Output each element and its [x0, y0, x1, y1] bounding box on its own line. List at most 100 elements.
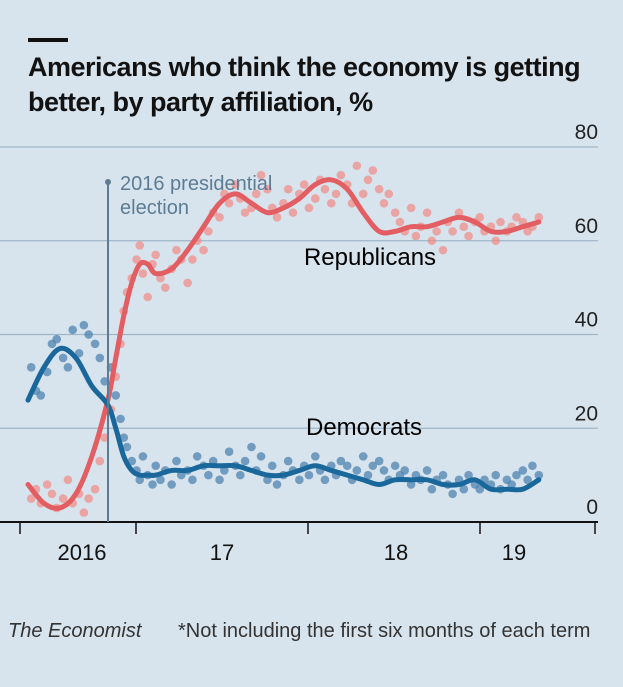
democrats-poll-point [518, 466, 528, 475]
democrats-poll-point [138, 452, 148, 461]
democrats-poll-point [111, 391, 121, 400]
republicans-poll-point [368, 166, 378, 175]
democrats-poll-point [79, 320, 89, 330]
republicans-poll-point [491, 236, 501, 246]
republicans-poll-point [363, 175, 373, 185]
republicans-poll-dots [26, 161, 544, 517]
republicans-poll-point [299, 180, 309, 189]
republicans-poll-point [379, 198, 389, 208]
democrats-poll-point [192, 452, 202, 461]
x-tick-label-2016: 2016 [58, 540, 107, 565]
y-tick-label-20: 20 [575, 402, 598, 425]
democrats-poll-point [512, 470, 521, 480]
republicans-poll-point [183, 278, 192, 288]
democrats-poll-point [224, 447, 234, 456]
republicans-poll-point [79, 508, 89, 517]
x-tick-label-18: 18 [384, 540, 408, 565]
republicans-poll-point [231, 180, 240, 189]
republicans-poll-point [358, 189, 368, 199]
democrats-poll-point [58, 353, 68, 363]
republicans-poll-point [84, 494, 93, 503]
democrats-poll-point [534, 470, 544, 480]
democrats-poll-point [100, 377, 109, 386]
democrats-poll-point [475, 484, 485, 494]
republicans-poll-point [135, 241, 145, 250]
x-tick-label-17: 17 [210, 540, 234, 565]
republicans-poll-point [427, 236, 437, 246]
democrats-poll-point [68, 325, 77, 335]
republicans-poll-point [496, 217, 505, 227]
republicans-poll-point [352, 161, 362, 171]
democrats-poll-point [352, 466, 362, 475]
republicans-poll-point [464, 231, 473, 241]
democrats-poll-point [528, 461, 537, 471]
democrats-poll-point [167, 480, 176, 489]
republicans-poll-point [47, 489, 57, 499]
republicans-poll-point [311, 194, 320, 203]
democrats-poll-point [459, 484, 469, 494]
republicans-poll-point [395, 217, 405, 227]
democrats-poll-point [84, 330, 93, 339]
footnote: *Not including the first six months of e… [178, 620, 591, 642]
democrats-poll-point [63, 363, 73, 372]
democrats-trend-line [25, 345, 542, 493]
republicans-poll-point [90, 484, 100, 494]
democrats-poll-point [172, 456, 181, 466]
democrats-series-label: Democrats [306, 414, 422, 441]
democrats-poll-point [368, 461, 378, 471]
republicans-poll-point [390, 208, 400, 217]
y-tick-label-80: 80 [575, 121, 598, 144]
republicans-poll-point [188, 255, 197, 264]
republicans-poll-point [512, 213, 521, 222]
democrats-poll-point [267, 461, 277, 471]
democrats-poll-point [236, 470, 245, 480]
democrats-poll-point [320, 475, 330, 485]
y-tick-label-0: 0 [586, 496, 598, 519]
y-axis-tick-labels: 0 20 40 60 80 [575, 121, 598, 519]
republicans-poll-point [331, 189, 341, 199]
democrats-poll-point [295, 475, 304, 485]
republicans-poll-point [438, 245, 448, 255]
democrats-poll-point [116, 414, 125, 424]
republicans-poll-point [240, 208, 250, 217]
democrats-poll-point [151, 461, 161, 471]
election-annotation-line2: election [120, 197, 189, 219]
democrats-poll-point [283, 456, 293, 466]
democrats-poll-point [304, 470, 314, 480]
republicans-poll-point [224, 198, 234, 208]
republicans-poll-point [256, 170, 266, 180]
republicans-poll-point [204, 227, 213, 236]
republicans-poll-point [304, 203, 314, 213]
republicans-poll-point [454, 208, 464, 217]
republicans-poll-point [336, 170, 346, 180]
republicans-poll-point [288, 208, 298, 217]
republicans-poll-point [100, 433, 109, 442]
republicans-poll-point [534, 213, 544, 222]
y-tick-label-40: 40 [575, 309, 598, 332]
democrats-poll-point [272, 480, 282, 489]
republicans-poll-point [411, 231, 421, 241]
republicans-poll-point [406, 203, 416, 213]
x-axis: 2016 17 18 19 [19, 522, 596, 565]
republicans-poll-point [199, 245, 208, 255]
republicans-poll-point [459, 222, 469, 231]
election-marker-dot [105, 179, 111, 185]
democrats-poll-point [379, 466, 389, 475]
republicans-poll-point [95, 456, 105, 466]
democrats-poll-point [406, 480, 416, 489]
democrats-poll-point [90, 339, 100, 349]
democrats-poll-point [448, 489, 457, 499]
democrats-poll-point [491, 470, 501, 480]
democrats-poll-point [464, 470, 473, 480]
source-credit: The Economist [8, 620, 142, 642]
democrats-poll-point [204, 470, 213, 480]
chart-title: Americans who think the economy is getti… [28, 52, 581, 117]
democrats-poll-point [156, 475, 165, 485]
democrats-poll-point [247, 442, 256, 452]
democrats-poll-point [390, 461, 400, 471]
democrats-poll-point [507, 480, 516, 489]
democrats-poll-point [119, 433, 129, 442]
democrats-poll-point [95, 353, 105, 363]
democrats-poll-point [188, 475, 197, 485]
democrats-poll-point [256, 452, 266, 461]
